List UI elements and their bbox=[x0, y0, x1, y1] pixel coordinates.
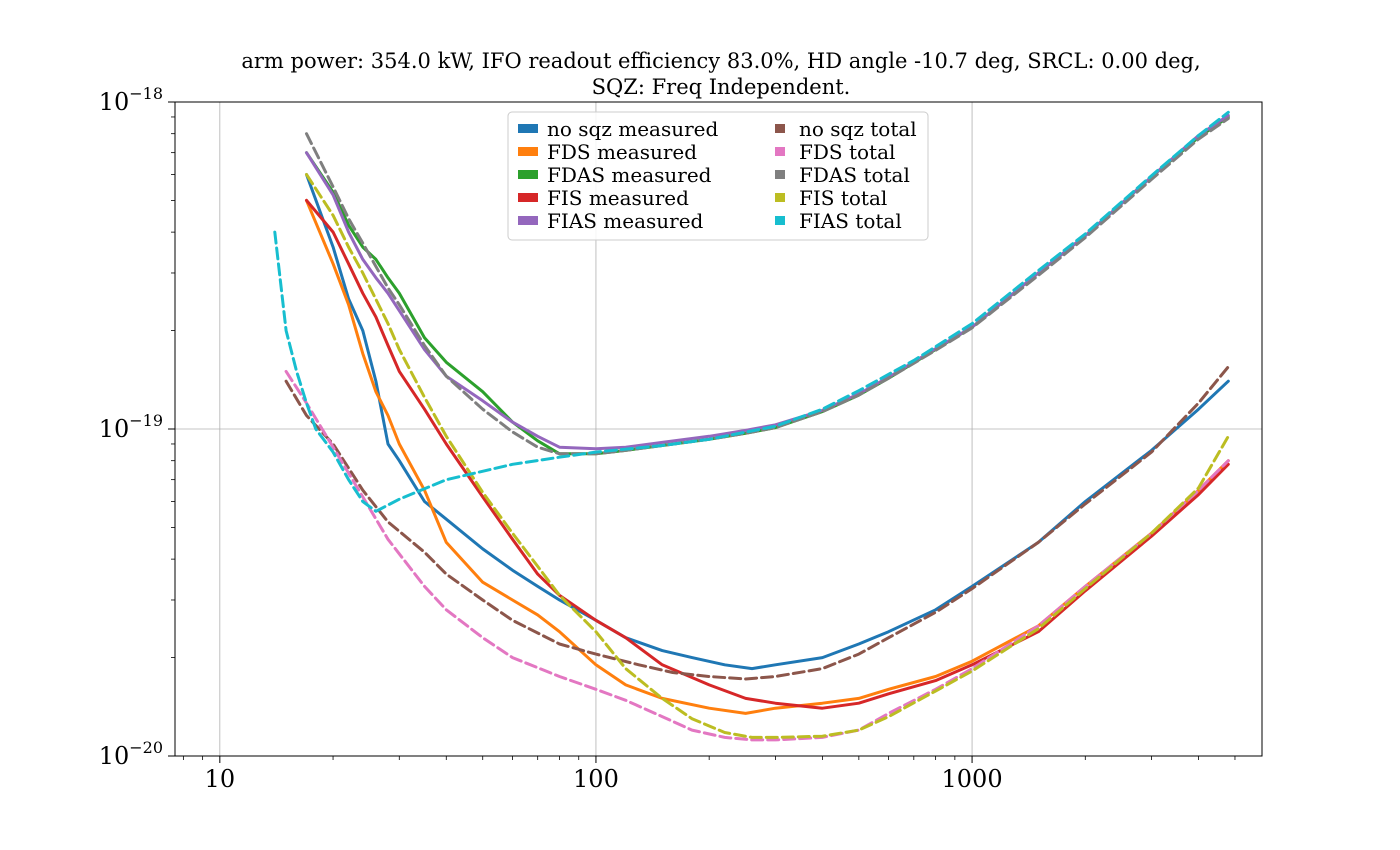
axes: 10 100 1000 10−20 10−19 10−18 bbox=[99, 84, 1236, 793]
legend-item-fdas-measured: FDAS measured bbox=[518, 163, 712, 187]
legend-item-no-sqz-measured: no sqz measured bbox=[518, 117, 719, 141]
legend-label: no sqz measured bbox=[547, 117, 719, 141]
legend-swatch bbox=[518, 193, 538, 202]
legend-item-fdas-total: FDAS total bbox=[775, 163, 910, 187]
legend-item-fds-measured: FDS measured bbox=[518, 140, 697, 164]
legend-swatch bbox=[518, 124, 538, 133]
legend-label: FDS total bbox=[799, 140, 895, 164]
series-line-fias-total bbox=[273, 110, 1230, 513]
legend-swatch bbox=[775, 170, 785, 179]
x-tick-label-2: 1000 bbox=[942, 765, 1003, 793]
series-line-no-sqz-total bbox=[284, 365, 1230, 681]
series-line-fis-measured bbox=[305, 198, 1230, 710]
series-line-fds-measured bbox=[305, 198, 1230, 715]
legend-label: FIAS total bbox=[799, 209, 902, 233]
legend-swatch bbox=[775, 147, 785, 156]
x-tick-label-1: 100 bbox=[573, 765, 619, 793]
series-line-fis-total bbox=[305, 173, 1230, 739]
legend-swatch bbox=[775, 193, 785, 202]
legend-swatch bbox=[775, 216, 785, 225]
y-tick-label-0: 10−20 bbox=[99, 738, 163, 770]
legend-item-fis-total: FIS total bbox=[775, 186, 887, 210]
series-line-no-sqz-measured bbox=[305, 173, 1230, 671]
chart-title-line1: arm power: 354.0 kW, IFO readout efficie… bbox=[241, 49, 1200, 73]
y-tick-label-2: 10−18 bbox=[99, 84, 163, 116]
legend-label: FIS total bbox=[799, 186, 887, 210]
legend-label: FDS measured bbox=[547, 140, 697, 164]
chart-title-line2: SQZ: Freq Independent. bbox=[592, 75, 851, 99]
legend-frame bbox=[507, 111, 929, 241]
legend-swatch bbox=[775, 124, 785, 133]
legend-label: FDAS total bbox=[799, 163, 910, 187]
legend-swatch bbox=[518, 216, 538, 225]
legend-label: FIS measured bbox=[547, 186, 689, 210]
y-tick-label-1: 10−19 bbox=[99, 411, 163, 443]
x-tick-label-0: 10 bbox=[205, 765, 236, 793]
legend-item-no-sqz-total: no sqz total bbox=[775, 117, 917, 141]
legend-label: FDAS measured bbox=[547, 163, 712, 187]
legend-item-fias-measured: FIAS measured bbox=[518, 209, 704, 233]
legend-item-fias-total: FIAS total bbox=[775, 209, 902, 233]
legend-item-fis-measured: FIS measured bbox=[518, 186, 689, 210]
legend-swatch bbox=[518, 147, 538, 156]
legend-item-fds-total: FDS total bbox=[775, 140, 895, 164]
legend-swatch bbox=[518, 170, 538, 179]
series-lines bbox=[273, 110, 1230, 742]
legend-label: no sqz total bbox=[799, 117, 917, 141]
legend-label: FIAS measured bbox=[547, 209, 704, 233]
series-line-fds-total bbox=[284, 369, 1230, 742]
